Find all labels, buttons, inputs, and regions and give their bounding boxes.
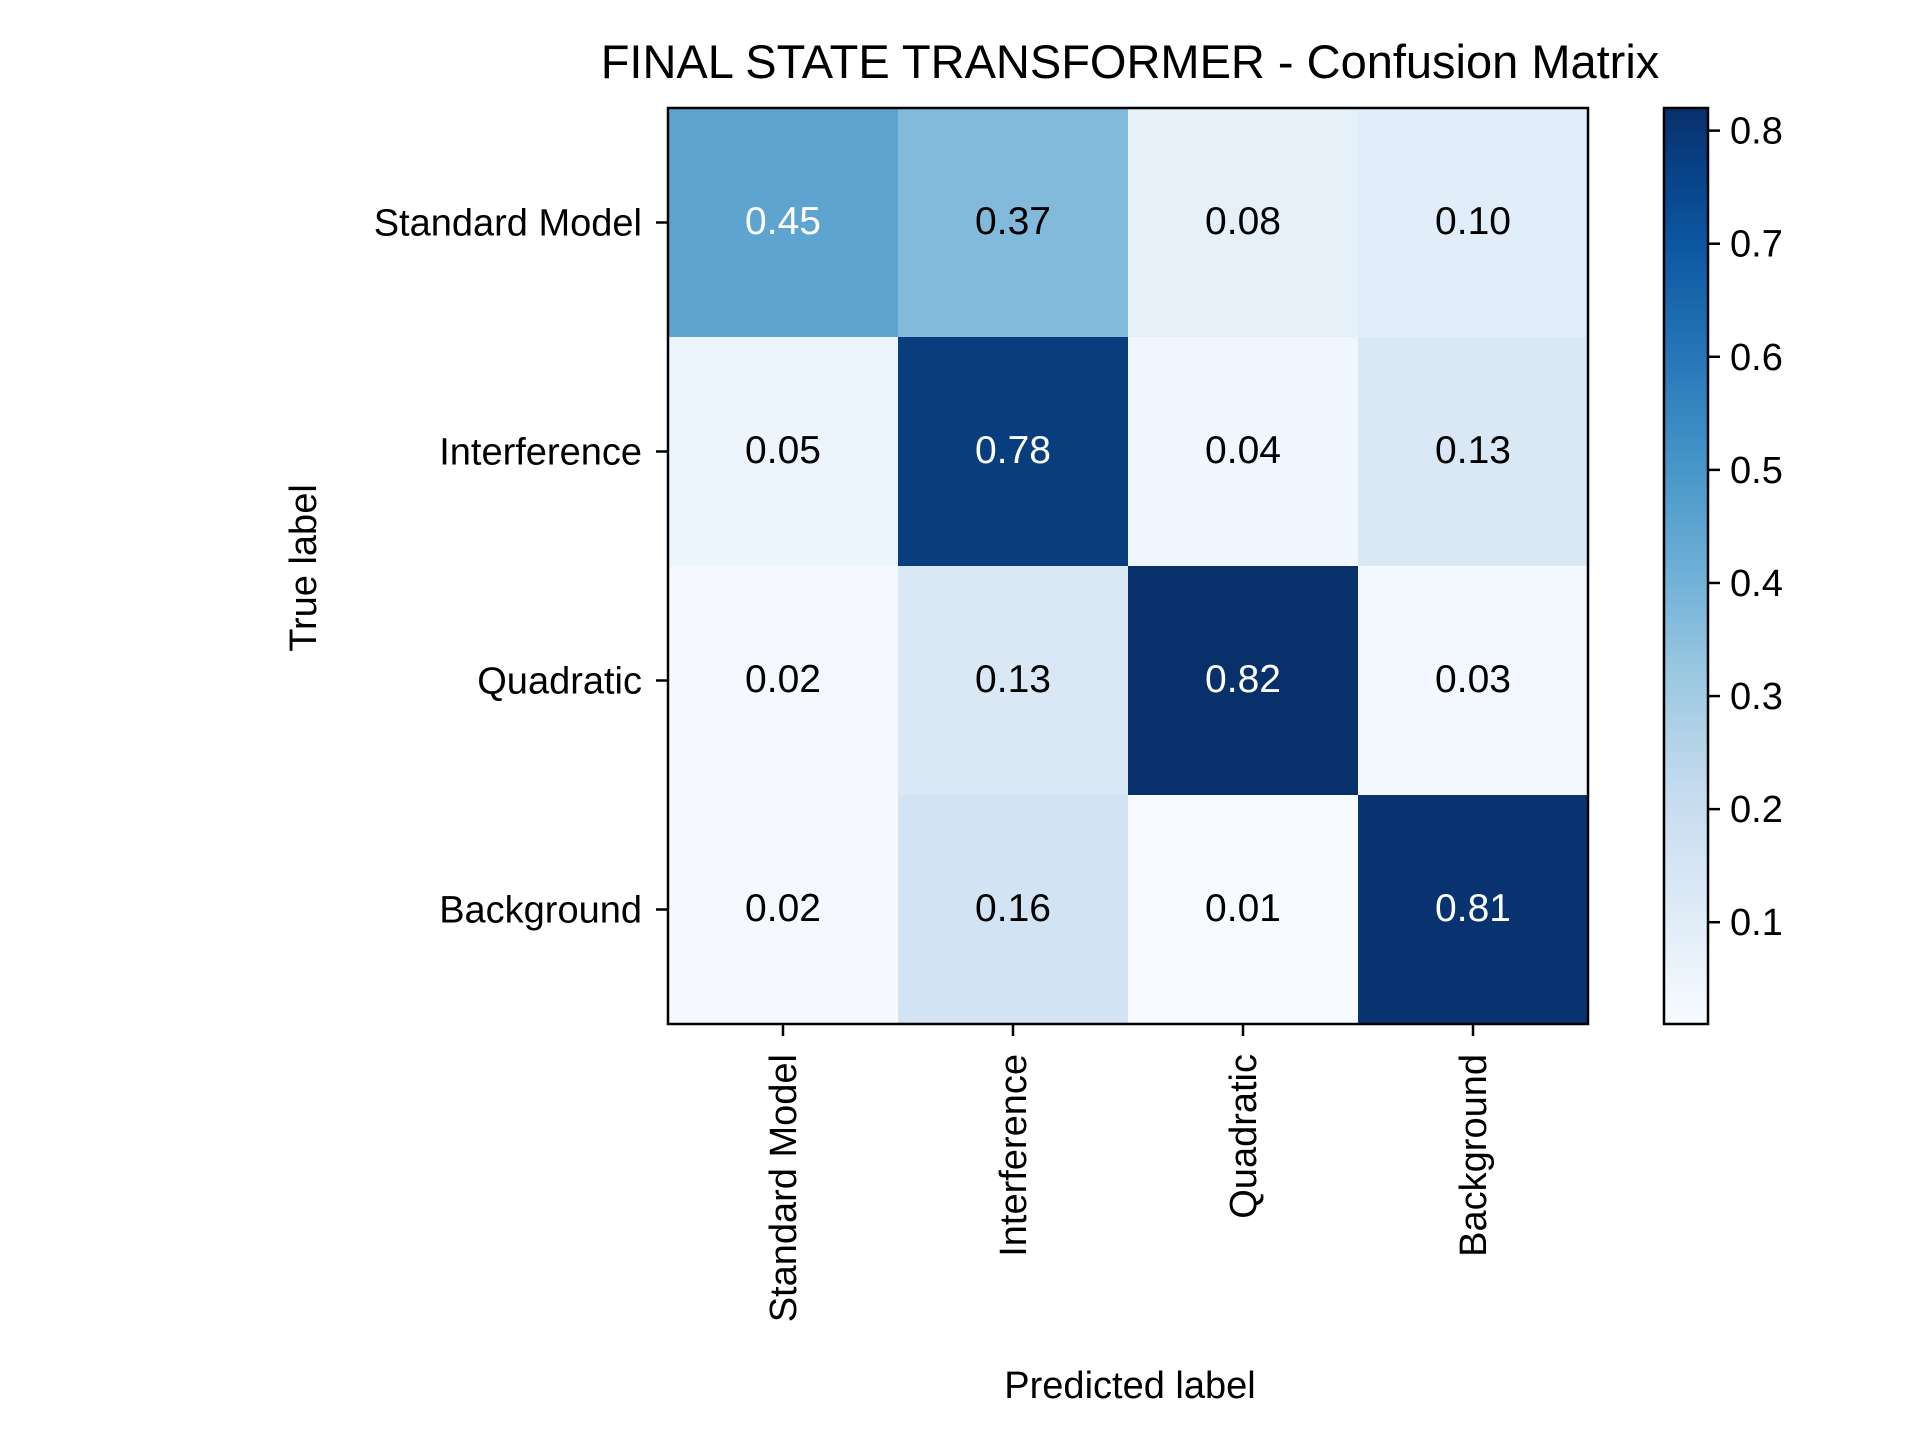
heatmap-value-2-3: 0.03	[1435, 658, 1511, 701]
y-tick-label-2: Quadratic	[477, 661, 642, 703]
heatmap-cells	[668, 108, 1589, 1025]
colorbar-tick-label-0: 0.1	[1730, 902, 1783, 944]
heatmap-cell-0-0	[668, 108, 899, 338]
heatmap-value-3-2: 0.01	[1205, 887, 1281, 930]
heatmap-cell-3-2	[1128, 795, 1359, 1025]
chart-title: FINAL STATE TRANSFORMER - Confusion Matr…	[601, 35, 1660, 88]
heatmap-value-1-1: 0.78	[975, 429, 1051, 472]
colorbar-ticks: 0.1 0.2 0.3 0.4 0.5 0.6 0.7 0.8	[1708, 111, 1783, 944]
heatmap-value-2-0: 0.02	[745, 658, 821, 701]
x-tick-label-0: Standard Model	[763, 1054, 805, 1322]
heatmap-value-labels: 0.45 0.37 0.08 0.10 0.05 0.78 0.04 0.13 0.02 0.13…	[745, 200, 1511, 930]
colorbar-frame	[1662, 106, 1710, 1026]
heatmap-value-3-3: 0.81	[1435, 887, 1511, 930]
heatmap-value-0-1: 0.37	[975, 200, 1051, 243]
x-axis-ticks: Standard Model Interference Quadratic Backg…	[763, 1024, 1495, 1322]
heatmap-cell-1-2	[1128, 337, 1359, 567]
y-axis-ticks: Standard Model Interference Quadratic Backg…	[374, 203, 668, 932]
x-tick-label-2: Quadratic	[1223, 1054, 1265, 1219]
heatmap-value-0-0: 0.45	[745, 200, 821, 243]
colorbar-tick-label-7: 0.8	[1730, 111, 1783, 153]
heatmap-cell-1-3	[1358, 337, 1589, 567]
colorbar	[1664, 108, 1708, 1024]
heatmap-value-3-0: 0.02	[745, 887, 821, 930]
x-tick-label-3: Background	[1453, 1054, 1495, 1257]
heatmap-cell-0-3	[1358, 108, 1589, 338]
x-tick-label-1: Interference	[993, 1054, 1035, 1257]
y-tick-label-3: Background	[439, 890, 642, 932]
heatmap-value-2-2: 0.82	[1205, 658, 1281, 701]
x-axis-label: Predicted label	[1004, 1365, 1255, 1407]
heatmap-cell-0-1	[898, 108, 1129, 338]
heatmap-cell-3-3	[1358, 795, 1589, 1025]
heatmap-value-2-1: 0.13	[975, 658, 1051, 701]
heatmap-cell-2-1	[898, 566, 1129, 796]
colorbar-tick-label-5: 0.6	[1730, 337, 1783, 379]
colorbar-tick-label-1: 0.2	[1730, 789, 1783, 831]
y-tick-label-1: Interference	[439, 432, 642, 474]
colorbar-tick-label-6: 0.7	[1730, 224, 1783, 266]
colorbar-tick-label-2: 0.3	[1730, 676, 1783, 718]
heatmap-cell-3-1	[898, 795, 1129, 1025]
heatmap-value-1-2: 0.04	[1205, 429, 1281, 472]
heatmap-value-1-3: 0.13	[1435, 429, 1511, 472]
heatmap-cell-1-0	[668, 337, 899, 567]
heatmap-cell-1-1	[898, 337, 1129, 567]
heatmap-cell-2-0	[668, 566, 899, 796]
heatmap-cell-2-2	[1128, 566, 1359, 796]
heatmap-cell-3-0	[668, 795, 899, 1025]
heatmap-value-1-0: 0.05	[745, 429, 821, 472]
colorbar-tick-label-3: 0.4	[1730, 563, 1783, 605]
heatmap-cell-2-3	[1358, 566, 1589, 796]
heatmap-cell-0-2	[1128, 108, 1359, 338]
heatmap-value-0-3: 0.10	[1435, 200, 1511, 243]
plot-frame	[666, 106, 1590, 1026]
heatmap-value-0-2: 0.08	[1205, 200, 1281, 243]
y-tick-label-0: Standard Model	[374, 203, 642, 245]
y-axis-label: True label	[283, 484, 325, 652]
heatmap-value-3-1: 0.16	[975, 887, 1051, 930]
colorbar-tick-label-4: 0.5	[1730, 450, 1783, 492]
